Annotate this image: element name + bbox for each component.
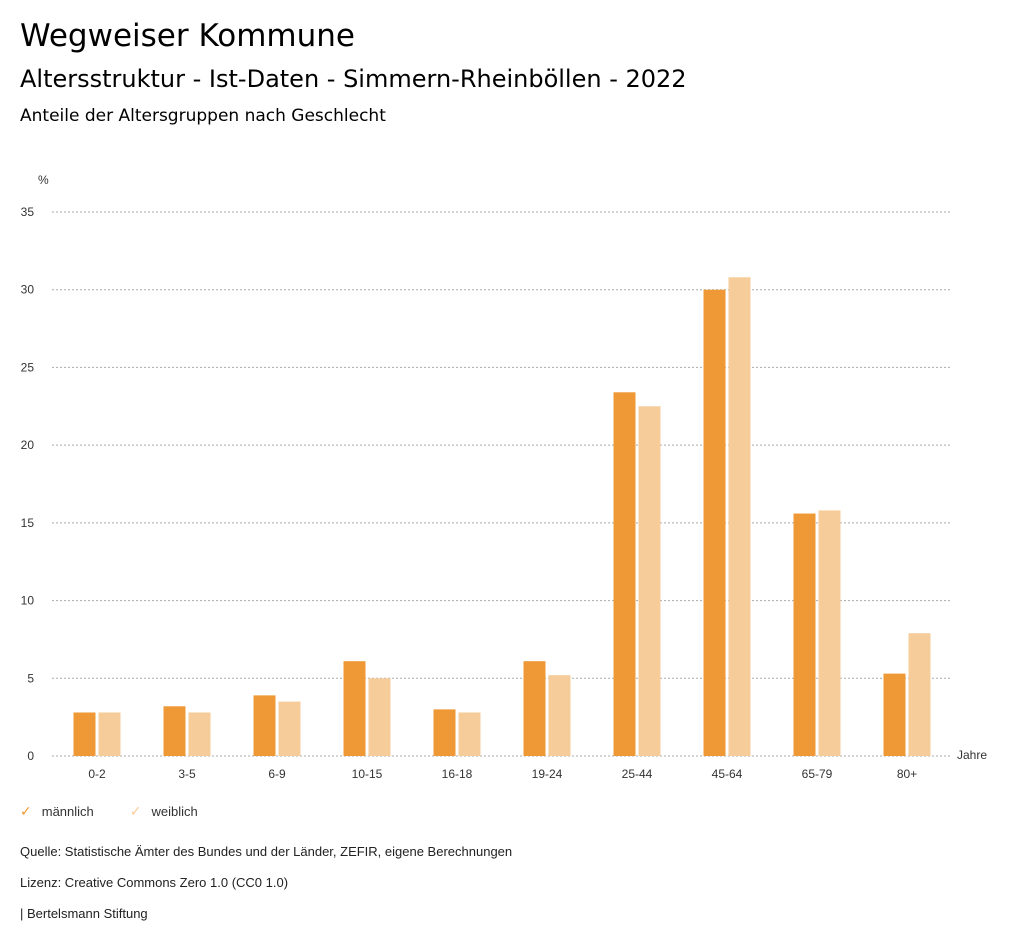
bar-männlich-6-9[interactable] xyxy=(253,695,276,756)
legend-label: weiblich xyxy=(151,804,198,819)
y-tick-label: 5 xyxy=(27,671,34,685)
bar-weiblich-0-2[interactable] xyxy=(98,712,121,756)
bar-männlich-19-24[interactable] xyxy=(523,661,546,756)
y-tick-label: 35 xyxy=(21,205,35,219)
bar-weiblich-65-79[interactable] xyxy=(818,510,841,756)
x-tick-label: 19-24 xyxy=(532,767,563,781)
legend-label: männlich xyxy=(41,804,94,819)
bar-weiblich-10-15[interactable] xyxy=(368,678,391,756)
x-tick-label: 10-15 xyxy=(352,767,383,781)
y-tick-label: 15 xyxy=(21,516,35,530)
bar-männlich-25-44[interactable] xyxy=(613,392,636,756)
x-axis-label: Jahre xyxy=(957,748,987,762)
legend-item-weiblich[interactable]: ✓ weiblich xyxy=(130,803,198,820)
x-tick-label: 45-64 xyxy=(712,767,743,781)
legend: ✓ männlich ✓ weiblich xyxy=(20,803,198,820)
chart-title: Anteile der Altersgruppen nach Geschlech… xyxy=(20,106,386,126)
bar-männlich-45-64[interactable] xyxy=(703,289,726,756)
bar-chart: % 0 5 10 15 20 25 30 35 Jahre 0-2 3-5 6-9 10-15 16-18 1… xyxy=(21,173,988,781)
chart-subtitle: Altersstruktur - Ist-Daten - Simmern-Rhe… xyxy=(20,65,687,93)
bar-männlich-80+[interactable] xyxy=(883,673,906,756)
bar-männlich-0-2[interactable] xyxy=(73,712,96,756)
app-title: Wegweiser Kommune xyxy=(20,18,355,54)
bar-männlich-16-18[interactable] xyxy=(433,709,456,756)
bar-weiblich-19-24[interactable] xyxy=(548,675,571,756)
y-tick-label: 10 xyxy=(21,594,35,608)
x-tick-label: 80+ xyxy=(897,767,917,781)
bar-weiblich-80+[interactable] xyxy=(908,633,931,756)
y-tick-label: 25 xyxy=(21,360,35,374)
y-tick-label: 20 xyxy=(21,438,35,452)
check-icon: ✓ xyxy=(20,803,32,819)
check-icon: ✓ xyxy=(129,803,142,819)
x-tick-label: 0-2 xyxy=(88,767,106,781)
bar-weiblich-3-5[interactable] xyxy=(188,712,211,756)
x-tick-label: 16-18 xyxy=(442,767,473,781)
y-tick-label: 30 xyxy=(21,283,35,297)
license-note: Lizenz: Creative Commons Zero 1.0 (CC0 1… xyxy=(20,875,289,890)
x-tick-label: 65-79 xyxy=(802,767,833,781)
bar-weiblich-45-64[interactable] xyxy=(728,277,751,756)
bar-weiblich-16-18[interactable] xyxy=(458,712,481,756)
bar-männlich-10-15[interactable] xyxy=(343,661,366,756)
y-tick-label: 0 xyxy=(27,749,34,763)
x-tick-label: 25-44 xyxy=(622,767,653,781)
source-note: Quelle: Statistische Ämter des Bundes un… xyxy=(20,844,513,859)
x-tick-label: 3-5 xyxy=(178,767,196,781)
bar-weiblich-6-9[interactable] xyxy=(278,701,301,756)
legend-item-maennlich[interactable]: ✓ männlich xyxy=(20,803,94,820)
bar-weiblich-25-44[interactable] xyxy=(638,406,661,756)
brand-note: | Bertelsmann Stiftung xyxy=(20,906,148,921)
bar-männlich-3-5[interactable] xyxy=(163,706,186,756)
bar-männlich-65-79[interactable] xyxy=(793,513,816,756)
x-tick-label: 6-9 xyxy=(268,767,286,781)
y-axis-label: % xyxy=(38,173,49,187)
